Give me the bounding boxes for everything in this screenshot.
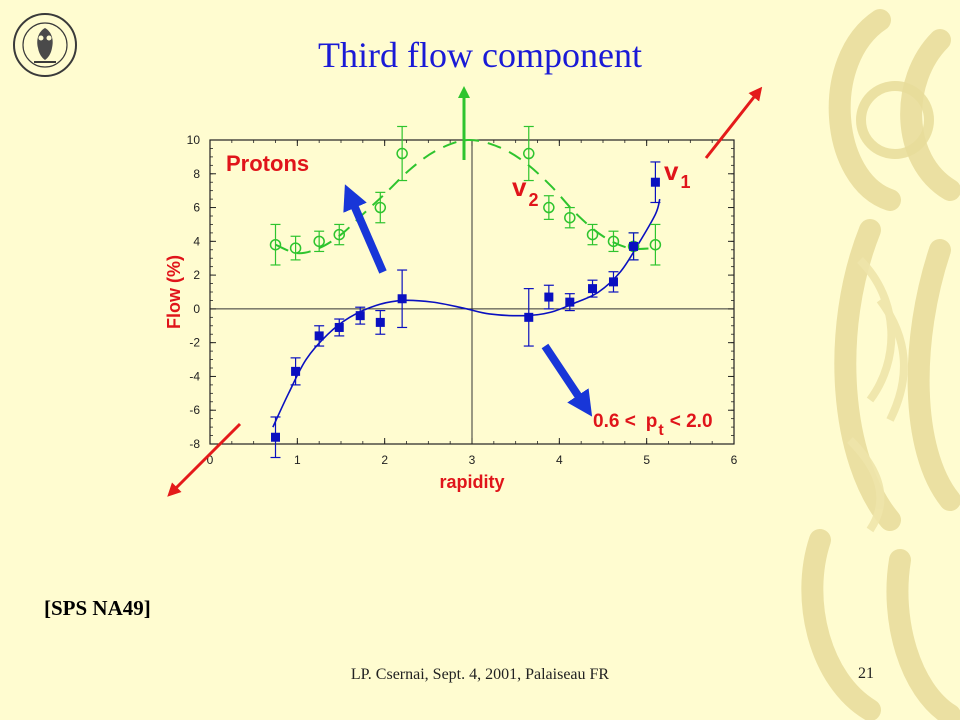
- v1-subscript: 1: [680, 172, 690, 192]
- protons-label: Protons: [226, 151, 309, 176]
- v2-fit-curve: [275, 138, 656, 255]
- y-tick-label: 4: [193, 234, 200, 248]
- slide-title: Third flow component: [318, 35, 642, 75]
- y-tick-label: 6: [193, 201, 200, 215]
- v1-point: [608, 277, 618, 287]
- university-seal-icon: [13, 13, 77, 77]
- v2-point: [564, 211, 576, 224]
- y-tick-label: -2: [189, 336, 200, 350]
- v2-point: [333, 228, 346, 241]
- pt-subscript: t: [658, 422, 664, 439]
- pt-symbol: p: [646, 411, 658, 432]
- y-tick-label: 8: [193, 167, 200, 181]
- v1-letter: v: [664, 156, 679, 186]
- x-tick-label: 2: [381, 453, 388, 467]
- v1-point: [271, 432, 280, 442]
- x-tick-label: 6: [731, 453, 738, 467]
- v1-point: [650, 177, 660, 187]
- v1-point: [629, 241, 639, 251]
- v1-point: [524, 312, 534, 322]
- v1-fit-curve: [272, 198, 661, 428]
- y-tick-label: 0: [193, 302, 200, 316]
- slide-footer: LP. Csernai, Sept. 4, 2001, Palaiseau FR: [350, 666, 610, 683]
- v1-point: [397, 294, 407, 304]
- v2-letter: v: [512, 172, 527, 202]
- v2-point: [289, 242, 302, 254]
- red-arrow-lower: [167, 422, 242, 497]
- pt-range-prefix: 0.6 <: [593, 411, 636, 432]
- y-tick-label: -8: [189, 437, 200, 451]
- y-tick-label: 10: [187, 133, 201, 147]
- v2-point: [269, 238, 282, 251]
- page-number: 21: [858, 665, 874, 682]
- v2-point: [396, 147, 408, 160]
- v1-point: [291, 366, 301, 376]
- v2-point: [523, 147, 535, 160]
- blue-arrow-down: [541, 343, 593, 417]
- x-tick-label: 1: [294, 453, 301, 467]
- v1-point: [355, 311, 365, 321]
- v2-point: [543, 201, 555, 214]
- v2-subscript: 2: [528, 190, 538, 210]
- pt-range-label: 0.6 < pt < 2.0: [593, 411, 713, 439]
- v1-point: [375, 317, 385, 327]
- pt-range-suffix: < 2.0: [670, 411, 713, 432]
- v2-point: [313, 235, 325, 248]
- x-tick-label: 5: [643, 453, 650, 467]
- v2-point: [607, 235, 620, 248]
- red-arrow-upper: [704, 86, 763, 159]
- x-tick-label: 3: [469, 453, 476, 467]
- v2-point: [374, 201, 387, 214]
- blue-arrow-up: [343, 184, 387, 274]
- v1-point: [314, 331, 324, 341]
- v1-point: [334, 322, 344, 332]
- v1-point: [565, 297, 575, 307]
- v2-point: [586, 228, 599, 241]
- v1-point: [588, 284, 598, 294]
- v2-point: [649, 238, 662, 251]
- x-axis-label: rapidity: [439, 472, 504, 492]
- reference-label: [SPS NA49]: [44, 596, 151, 620]
- x-tick-label: 4: [556, 453, 563, 467]
- x-tick-label: 0: [207, 453, 214, 467]
- owl-decoration-icon: [801, 9, 960, 720]
- y-tick-label: -6: [189, 403, 200, 417]
- y-axis-label: Flow (%): [164, 255, 184, 329]
- v1-point: [544, 292, 554, 302]
- y-tick-label: -4: [189, 369, 200, 383]
- y-tick-label: 2: [193, 268, 200, 282]
